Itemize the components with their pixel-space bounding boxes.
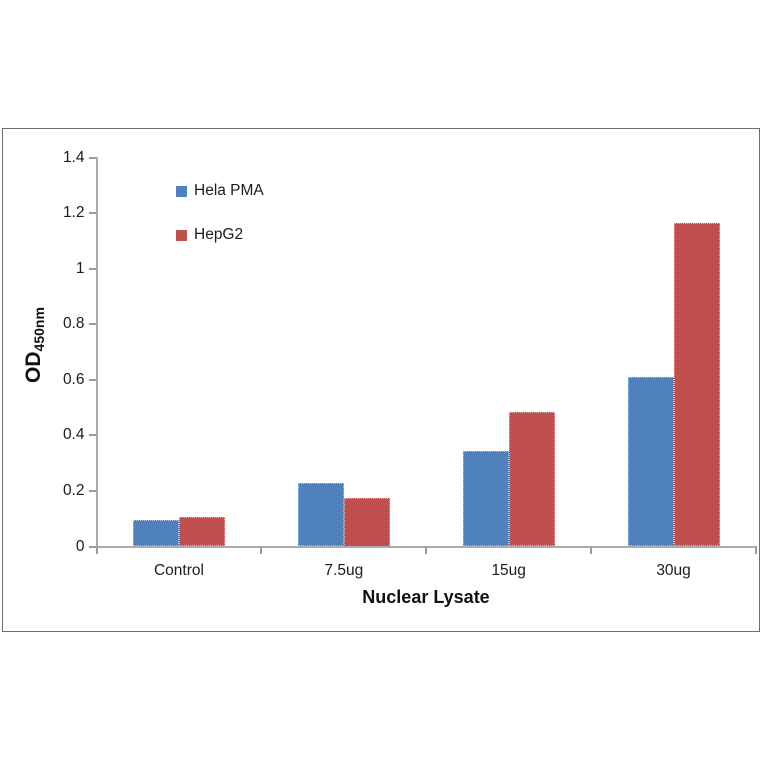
y-axis-tick (88, 323, 96, 326)
y-axis-line (95, 156, 98, 548)
x-axis-tick (260, 546, 263, 554)
y-axis-tick (88, 545, 96, 548)
y-axis-tick-label: 1 (75, 259, 85, 277)
y-axis-tick-label: 1.4 (62, 148, 85, 166)
y-axis-tick (88, 489, 96, 492)
x-axis-tick-label: Control (153, 561, 204, 579)
x-axis-title: Nuclear Lysate (362, 587, 490, 607)
legend-swatch-icon (176, 185, 187, 197)
y-axis-tick (88, 378, 96, 381)
y-axis-tick (88, 156, 96, 159)
y-axis-tick-label: 1.2 (62, 204, 85, 222)
legend: Hela PMA HepG2 (176, 182, 264, 244)
x-axis-tick (425, 546, 428, 554)
y-axis-tick (88, 212, 96, 215)
legend-label: HepG2 (194, 226, 244, 243)
legend-swatch-icon (176, 229, 187, 241)
y-axis-tick-label: 0.4 (62, 426, 85, 444)
y-axis-tick-label: 0.2 (62, 481, 85, 499)
x-axis-tick (95, 546, 98, 554)
bar-hela-pma-30ug (627, 377, 674, 547)
bar-hela-pma-control (132, 520, 179, 547)
legend-label: Hela PMA (194, 182, 264, 199)
bar-hepg2-15ug (508, 411, 555, 547)
x-axis-tick-label: 30ug (656, 561, 691, 579)
legend-item-hela-pma: Hela PMA (176, 182, 264, 200)
x-axis-tick-label: 15ug (491, 561, 526, 579)
y-axis-tick (88, 267, 96, 270)
bar-hela-pma-15ug (462, 450, 509, 547)
bar-hepg2-7.5ug (343, 497, 390, 547)
y-axis-tick-label: 0 (75, 537, 85, 555)
bar-hepg2-control (178, 516, 225, 547)
y-axis-title: OD450nm (22, 265, 50, 425)
x-axis-tick (755, 546, 757, 554)
y-axis-tick-label: 0.8 (62, 315, 85, 333)
bar-hepg2-30ug (673, 222, 720, 547)
bar-hela-pma-7.5ug (297, 482, 344, 547)
x-axis-tick (590, 546, 593, 554)
y-axis-tick (88, 434, 96, 437)
y-axis-tick-label: 0.6 (62, 370, 85, 388)
x-axis-tick-label: 7.5ug (324, 561, 364, 579)
legend-item-hepg2: HepG2 (176, 226, 264, 244)
